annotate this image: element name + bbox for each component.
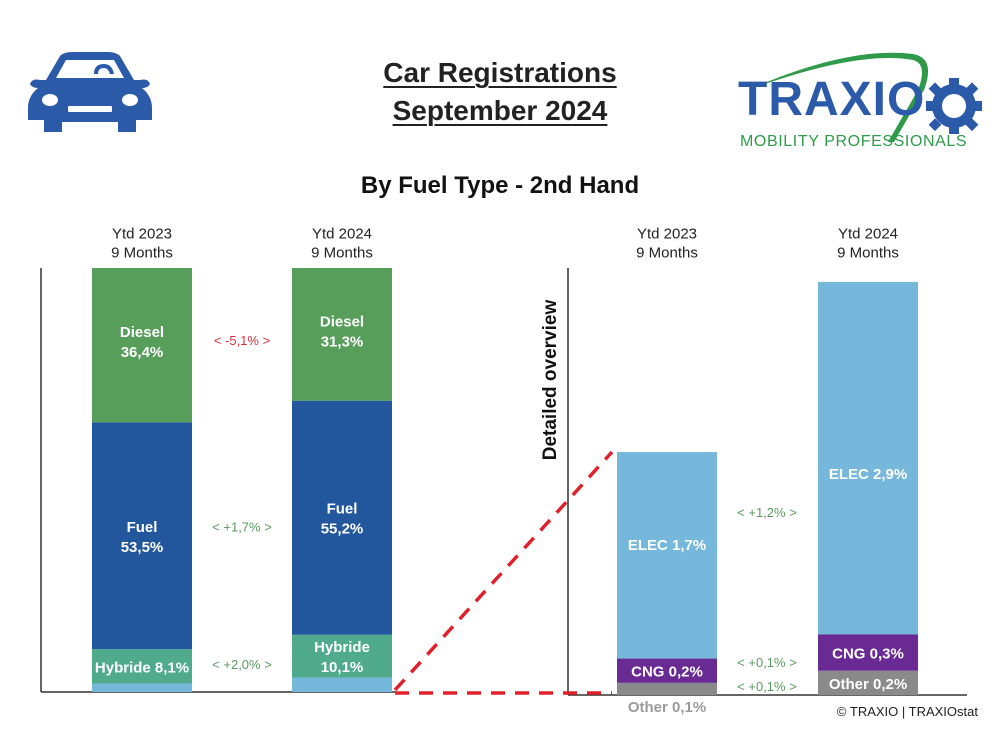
- zoom-connector-diagonal: [393, 450, 614, 692]
- segment-label: Hybride 8,1%: [95, 659, 189, 676]
- bar-segment-other-cng-elec: [92, 683, 192, 692]
- delta-label: < +1,7% >: [212, 520, 272, 535]
- segment-label: Diesel 31,3%: [320, 313, 364, 350]
- delta-label: < +0,1% >: [737, 655, 797, 670]
- bar-segment-other: [617, 682, 717, 695]
- bar-segment-fuel: [92, 422, 192, 650]
- segment-label: Diesel 36,4%: [120, 324, 164, 361]
- delta-label: < +1,2% >: [737, 505, 797, 520]
- delta-label: < +0,1% >: [737, 679, 797, 694]
- y-axis-label: Detailed overview: [540, 300, 561, 461]
- category-label: Ytd 2023 9 Months: [111, 226, 173, 262]
- title-line-1: Car Registrations: [383, 57, 617, 88]
- bar-segment-cng: [617, 658, 717, 683]
- bar-segment-other-cng-elec: [292, 677, 392, 692]
- category-label: Ytd 2024 9 Months: [311, 226, 373, 262]
- delta-label: < -5,1% >: [214, 333, 270, 348]
- bar-segment-fuel: [292, 400, 392, 635]
- bar-segment-hybride: [292, 634, 392, 678]
- logo-tagline: MOBILITY PROFESSIONALS: [740, 133, 968, 150]
- segment-label: Other 0,1%: [628, 699, 706, 716]
- segment-label: CNG 0,2%: [631, 664, 703, 681]
- car-icon: [28, 52, 152, 132]
- bar-segment-cng: [818, 634, 918, 671]
- title-line-2: September 2024: [392, 95, 608, 126]
- bar-segment-other: [818, 670, 918, 695]
- segment-label: ELEC 2,9%: [829, 466, 907, 483]
- chart-subtitle: By Fuel Type - 2nd Hand: [360, 172, 640, 199]
- logo-swoosh-icon: [748, 52, 982, 143]
- bar-segment-elec: [818, 282, 918, 635]
- copyright: © TRAXIO | TRAXIOstat: [836, 704, 978, 719]
- segment-label: Other 0,2%: [829, 676, 907, 693]
- bar-segment-elec: [617, 452, 717, 659]
- category-label: Ytd 2023 9 Months: [636, 226, 698, 262]
- segment-label: Hybride 10,1%: [314, 639, 370, 676]
- segment-label: ELEC 1,7%: [628, 537, 706, 554]
- bar-segment-diesel: [92, 268, 192, 423]
- segment-label: CNG 0,3%: [832, 645, 904, 662]
- traxio-logo: TRAXIO MOBILITY PROFESSIONALS: [738, 50, 983, 155]
- segment-label: Fuel 53,5%: [121, 519, 164, 556]
- bar-segment-diesel: [292, 268, 392, 401]
- logo-text: TRAXIO: [738, 73, 926, 126]
- delta-label: < +2,0% >: [212, 657, 272, 672]
- category-label: Ytd 2024 9 Months: [837, 226, 899, 262]
- bar-segment-hybride: [92, 649, 192, 684]
- segment-label: Fuel 55,2%: [321, 501, 364, 538]
